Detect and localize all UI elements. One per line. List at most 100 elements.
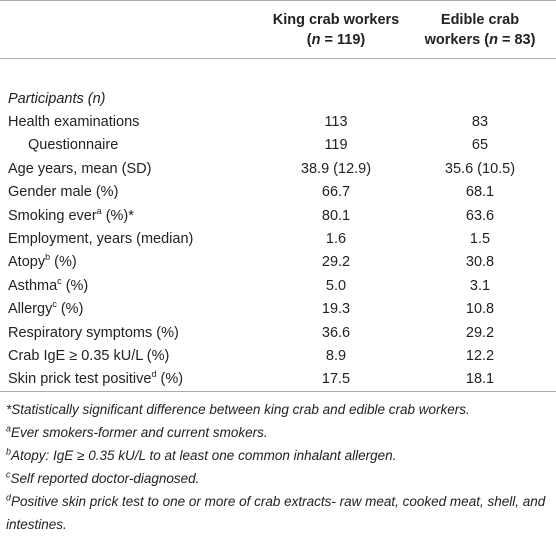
cell-value: 19.3 <box>321 301 351 318</box>
label-sup: c <box>57 275 62 286</box>
cell-value: 36.6 <box>321 324 351 341</box>
footnote-sup: b <box>6 446 12 457</box>
header-line2: = 119) <box>320 31 366 48</box>
table-row: Questionnaire 119 65 <box>0 134 556 157</box>
table-row: Employment, years (median) 1.6 1.5 <box>0 227 556 250</box>
cell-value: 83 <box>471 114 489 131</box>
cell-value: 80.1 <box>321 207 351 224</box>
row-label: Skin prick test positived (%) <box>0 368 268 392</box>
table-row: Age years, mean (SD) 38.9 (12.9) 35.6 (10.… <box>0 157 556 180</box>
header-n: n <box>489 31 498 48</box>
cell-value: 68.1 <box>465 184 495 201</box>
header-line2: workers ( <box>424 31 490 48</box>
table-body: Participants (n) Health examinations 113 83… <box>0 59 556 392</box>
label-sup: b <box>45 252 51 263</box>
label-text: Questionnaire <box>28 137 119 154</box>
footnote-text: Statistically significant difference bet… <box>11 402 470 418</box>
cell-value: 29.2 <box>465 324 495 341</box>
label-text: Skin prick test positive <box>8 371 152 388</box>
row-label: Smoking evera (%)* <box>0 204 268 227</box>
label-suffix: (%)* <box>101 207 134 224</box>
label-suffix: (%) <box>61 277 89 294</box>
cell-value: 66.7 <box>321 184 351 201</box>
label-sup: d <box>151 369 157 380</box>
label-text: Gender male (%) <box>8 184 119 201</box>
column-header: King crab workers (n = 119) <box>268 0 404 59</box>
label-text: Atopy <box>8 254 46 271</box>
label-text: Respiratory symptoms (%) <box>8 324 179 341</box>
label-text: Allergy <box>8 301 53 318</box>
footnote-text: Self reported doctor-diagnosed. <box>10 471 200 487</box>
header-n: n <box>311 31 321 48</box>
cell-value: 3.1 <box>469 277 491 294</box>
row-label: Employment, years (median) <box>0 227 268 250</box>
cell-value: 18.1 <box>465 371 495 388</box>
row-label: Respiratory symptoms (%) <box>0 321 268 344</box>
table-row: Health examinations 113 83 <box>0 110 556 133</box>
header-line2: ( <box>306 31 312 48</box>
cell-value: 8.9 <box>325 347 347 364</box>
footnote-sup: d <box>6 492 12 503</box>
footnote: aEver smokers-former and current smokers… <box>6 421 550 444</box>
row-label: Health examinations <box>0 110 268 133</box>
footnote-text: Ever smokers-former and current smokers. <box>11 425 268 441</box>
footnote-mark: * <box>6 402 12 418</box>
table-row: Respiratory symptoms (%) 36.6 29.2 <box>0 321 556 344</box>
spacer-cell <box>0 59 556 88</box>
spacer-row <box>0 59 556 88</box>
row-label: Questionnaire <box>0 134 268 157</box>
footnote: cSelf reported doctor-diagnosed. <box>6 467 550 490</box>
table-header: King crab workers (n = 119) Edible crab wor… <box>0 0 556 59</box>
header-line1: Edible crab <box>440 11 520 28</box>
header-line1: King crab workers <box>272 11 400 28</box>
row-label: Age years, mean (SD) <box>0 157 268 180</box>
table-row: Atopyb (%) 29.2 30.8 <box>0 251 556 274</box>
row-label: Asthmac (%) <box>0 274 268 297</box>
footnote: bAtopy: IgE ≥ 0.35 kU/L to at least one … <box>6 444 550 467</box>
label-text: Health examinations <box>8 114 140 131</box>
label-suffix: (%) <box>50 254 77 271</box>
table-row: Smoking evera (%)* 80.1 63.6 <box>0 204 556 227</box>
cell-value: 1.6 <box>325 231 347 248</box>
table-row: Allergyc (%) 19.3 10.8 <box>0 298 556 321</box>
section-label: Participants (n) <box>8 90 106 107</box>
table-row: Skin prick test positived (%) 17.5 18.1 <box>0 368 556 392</box>
data-table: King crab workers (n = 119) Edible crab wor… <box>0 0 556 392</box>
cell-value: 17.5 <box>321 371 351 388</box>
label-sup: c <box>52 299 57 310</box>
cell-value: 63.6 <box>465 207 495 224</box>
header-empty <box>0 0 268 59</box>
label-suffix: (%) <box>156 371 184 388</box>
footnote-text: Positive skin prick test to one or more … <box>6 494 546 533</box>
cell-value: 38.9 (12.9) <box>300 160 372 177</box>
row-label: Gender male (%) <box>0 181 268 204</box>
cell-value: 29.2 <box>321 254 351 271</box>
table-row: Crab IgE ≥ 0.35 kU/L (%) 8.9 12.2 <box>0 344 556 367</box>
label-text: Employment, years (median) <box>8 231 194 248</box>
column-header: Edible crab workers (n = 83) <box>404 0 556 59</box>
footnote: dPositive skin prick test to one or more… <box>6 490 550 536</box>
footnote-text: Atopy: IgE ≥ 0.35 kU/L to at least one c… <box>11 448 397 464</box>
row-label: Atopyb (%) <box>0 251 268 274</box>
label-text: Smoking ever <box>8 207 97 224</box>
cell-value: 10.8 <box>465 301 495 318</box>
cell-value: 35.6 (10.5) <box>444 160 516 177</box>
cell-value: 65 <box>471 137 489 154</box>
header-row: King crab workers (n = 119) Edible crab wor… <box>0 0 556 59</box>
label-text: Asthma <box>8 277 58 294</box>
row-label: Crab IgE ≥ 0.35 kU/L (%) <box>0 344 268 367</box>
table-row: Gender male (%) 66.7 68.1 <box>0 181 556 204</box>
footnote-sup: c <box>6 469 11 480</box>
label-suffix: (%) <box>56 301 84 318</box>
footnotes: *Statistically significant difference be… <box>0 398 556 536</box>
label-text: Crab IgE ≥ 0.35 kU/L (%) <box>8 347 170 364</box>
header-line2: = 83) <box>497 31 536 48</box>
cell-value: 12.2 <box>465 347 495 364</box>
label-text: Age years, mean (SD) <box>8 160 152 177</box>
footnote: *Statistically significant difference be… <box>6 398 550 421</box>
footnote-sup: a <box>6 423 12 434</box>
section-row: Participants (n) <box>0 87 556 110</box>
label-sup: a <box>96 205 102 216</box>
table-row: Asthmac (%) 5.0 3.1 <box>0 274 556 297</box>
